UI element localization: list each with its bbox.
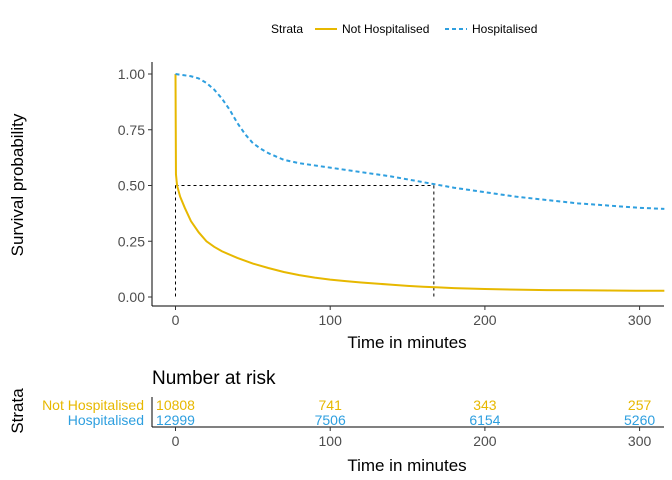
risk-row-label-not-hospitalised: Not Hospitalised <box>42 397 144 413</box>
x-tick-label: 100 <box>319 312 343 328</box>
risk-count-not-hospitalised: 10808 <box>156 397 195 413</box>
risk-x-tick-label: 100 <box>319 433 343 449</box>
risk-table-x-title: Time in minutes <box>347 456 466 475</box>
x-axis-title: Time in minutes <box>347 333 466 352</box>
x-tick-label: 300 <box>628 312 652 328</box>
risk-x-tick-label: 0 <box>172 433 180 449</box>
risk-row-label-hospitalised: Hospitalised <box>68 412 144 428</box>
legend-label-hospitalised: Hospitalised <box>472 22 537 36</box>
series-line-not-hospitalised <box>174 73 665 292</box>
y-tick-label: 1.00 <box>118 66 145 82</box>
y-axis-title: Survival probability <box>8 113 27 256</box>
risk-x-tick-label: 300 <box>628 433 652 449</box>
risk-count-hospitalised: 5260 <box>624 412 655 428</box>
legend-title: Strata <box>271 22 303 36</box>
x-tick-label: 0 <box>172 312 180 328</box>
risk-table: Number at risk Strata Time in minutes No… <box>8 368 664 475</box>
risk-count-hospitalised: 6154 <box>469 412 500 428</box>
y-tick-label: 0.75 <box>118 122 145 138</box>
series-line-hospitalised <box>175 73 665 210</box>
y-tick-label: 0.25 <box>118 233 145 249</box>
legend-label-not-hospitalised: Not Hospitalised <box>342 22 429 36</box>
risk-count-not-hospitalised: 343 <box>473 397 497 413</box>
y-tick-label: 0.00 <box>118 289 145 305</box>
x-tick-label: 200 <box>473 312 497 328</box>
risk-count-hospitalised: 12999 <box>156 412 195 428</box>
risk-x-tick-label: 200 <box>473 433 497 449</box>
risk-table-y-title: Strata <box>8 388 27 434</box>
risk-count-hospitalised: 7506 <box>315 412 346 428</box>
y-tick-label: 0.50 <box>118 178 145 194</box>
legend: Strata Not Hospitalised Hospitalised <box>271 22 537 36</box>
risk-count-not-hospitalised: 741 <box>319 397 343 413</box>
risk-count-not-hospitalised: 257 <box>628 397 652 413</box>
survival-plot: Survival probability Time in minutes 0.0… <box>8 62 665 352</box>
risk-table-title: Number at risk <box>152 368 276 389</box>
